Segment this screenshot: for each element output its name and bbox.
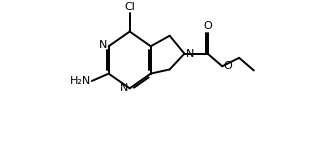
Text: N: N — [99, 40, 107, 50]
Text: H₂N: H₂N — [70, 76, 91, 86]
Text: O: O — [224, 61, 232, 71]
Text: N: N — [186, 49, 194, 59]
Text: O: O — [203, 21, 212, 31]
Text: Cl: Cl — [124, 2, 135, 12]
Text: N: N — [120, 83, 128, 93]
